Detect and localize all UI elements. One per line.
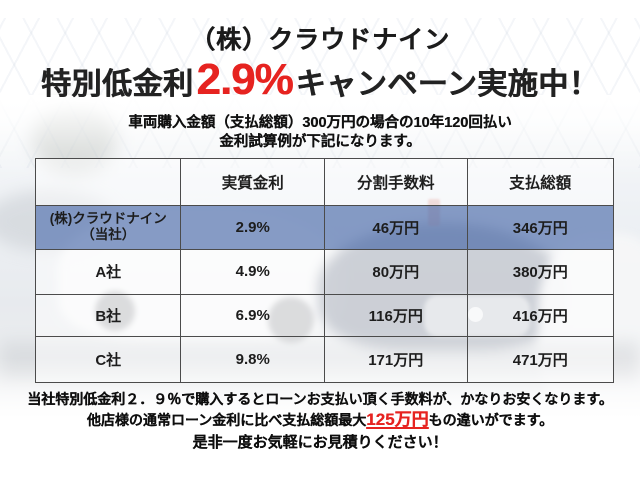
campaign-suffix-text: キャンペーン実施中！: [295, 68, 600, 101]
cloudnine-total-cell: 346万円: [467, 205, 613, 251]
footer-message: 当社特別低金利２．９％で購入するとローンお支払い頂く手数料が、かなりお安くなりま…: [0, 389, 640, 453]
cloudnine-fee-cell: 46万円: [324, 205, 468, 251]
company-b-total-cell: 416万円: [467, 294, 613, 338]
column-header-total-payment: 支払総額: [467, 159, 613, 206]
row-label-company-c: C社: [36, 337, 182, 382]
column-header-effective-rate: 実質金利: [181, 159, 325, 206]
company-a-fee-cell: 80万円: [324, 250, 468, 295]
company-c-total-cell: 471万円: [467, 337, 613, 382]
column-header-installment-fee: 分割手数料: [324, 159, 468, 206]
campaign-prefix-text: 特別低金利: [40, 68, 194, 101]
row-label-company-b: B社: [36, 294, 182, 338]
company-a-total-cell: 380万円: [467, 250, 613, 295]
table-corner-cell: [36, 159, 182, 206]
row-label-line1: (株)クラウドナイン: [49, 211, 167, 227]
company-b-fee-cell: 116万円: [324, 294, 468, 338]
subtitle-line-2: 金利試算例が下記になります。: [219, 134, 421, 150]
footer-line-1: 当社特別低金利２．９％で購入するとローンお支払い頂く手数料が、かなりお安くなりま…: [27, 391, 613, 407]
row-label-line2: （当社）: [81, 227, 136, 243]
company-name-title: （株）クラウドナイン: [189, 26, 450, 54]
footer-line2-prefix: 他店様の通常ローン金利に比べ支払総額最大: [86, 412, 367, 428]
loan-comparison-table: 実質金利 分割手数料 支払総額 (株)クラウドナイン （当社） 2.9% 46万…: [35, 158, 614, 383]
row-label-company-a: A社: [36, 250, 182, 295]
row-label-cloudnine: (株)クラウドナイン （当社）: [36, 205, 182, 251]
company-a-rate-cell: 4.9%: [181, 250, 325, 295]
simulation-conditions-text: 車両購入金額（支払総額）300万円の場合の10年120回払い 金利試算例が下記に…: [0, 114, 640, 152]
campaign-rate-highlight: 2.9%: [196, 55, 293, 104]
company-b-rate-cell: 6.9%: [181, 294, 325, 338]
savings-amount-highlight: 125万円: [366, 410, 429, 429]
cloudnine-rate-cell: 2.9%: [181, 205, 325, 251]
footer-line-3: 是非一度お気軽にお見積りください！: [192, 434, 448, 451]
campaign-headline: 特別低金利 2.9% キャンペーン実施中！: [0, 52, 640, 107]
subtitle-line-1: 車両購入金額（支払総額）300万円の場合の10年120回払い: [128, 115, 512, 131]
footer-line-2: 他店様の通常ローン金利に比べ支払総額最大125万円もの違いがでます。: [0, 409, 640, 431]
company-c-fee-cell: 171万円: [324, 337, 468, 382]
footer-line2-suffix: もの違いがでます。: [428, 412, 554, 428]
company-c-rate-cell: 9.8%: [181, 337, 325, 382]
